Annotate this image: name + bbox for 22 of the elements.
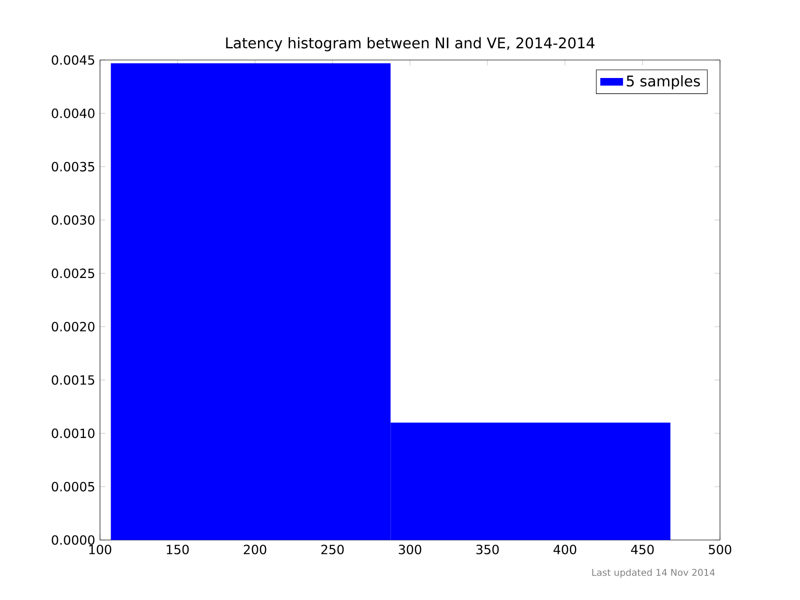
x-tick-label: 400 xyxy=(554,544,576,554)
legend-label: 5 samples xyxy=(626,75,700,90)
y-tick-label: 0.0005 xyxy=(52,482,94,492)
x-tick-label: 200 xyxy=(244,544,266,554)
y-tick-label: 0.0010 xyxy=(52,428,94,438)
x-tick-label: 500 xyxy=(708,544,732,554)
y-tick-label: 0.0020 xyxy=(52,322,94,332)
x-tick-label: 250 xyxy=(321,544,344,554)
y-tick-label: 0.0040 xyxy=(52,108,94,118)
x-tick-label: 150 xyxy=(166,544,189,554)
y-tick-label: 0.0045 xyxy=(52,55,94,65)
chart-title: Latency histogram between NI and VE, 2014-2014 xyxy=(226,37,594,52)
x-tick-label: 450 xyxy=(631,544,654,554)
y-tick-label: 0.0015 xyxy=(52,375,94,385)
y-tick-label: 0.0035 xyxy=(52,162,94,172)
y-tick-label: 0.0000 xyxy=(52,535,94,545)
y-tick-label: 0.0025 xyxy=(52,268,94,278)
y-tick-label: 0.0030 xyxy=(52,215,94,225)
text: Last updated 14 Nov 2014 xyxy=(592,568,715,578)
x-tick-label: 300 xyxy=(398,544,422,554)
x-tick-label: 100 xyxy=(89,544,112,554)
x-tick-label: 350 xyxy=(476,544,499,554)
